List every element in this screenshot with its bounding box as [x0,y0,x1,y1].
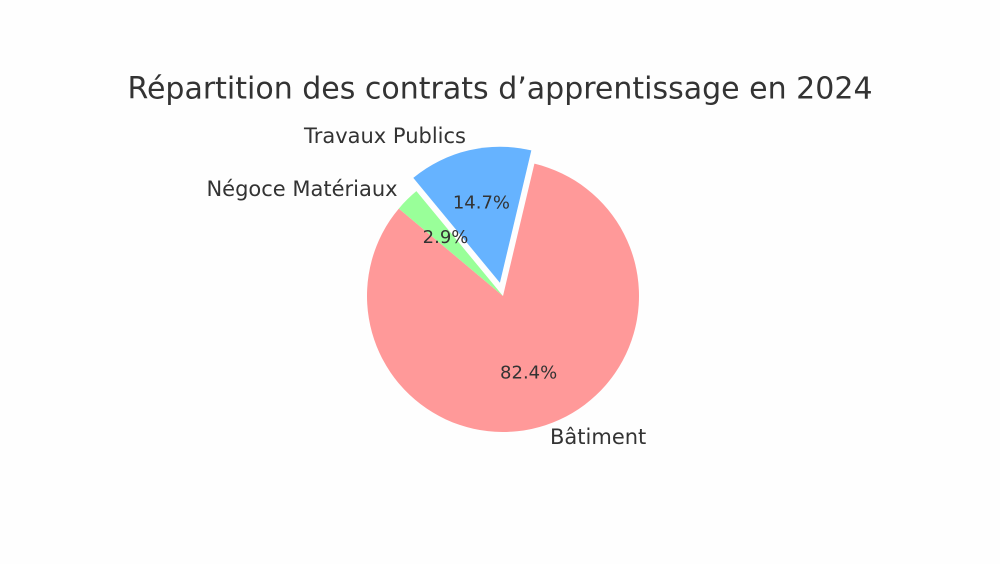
slice-label: Travaux Publics [303,124,466,148]
pie-slice [398,191,503,296]
value-label: 82.4% [500,362,557,383]
value-label: 14.7% [453,192,510,213]
value-label: 2.9% [423,227,469,248]
pie-slice [413,146,532,283]
pie-slice [367,163,640,432]
chart-title: Répartition des contrats d’apprentissage… [127,72,872,107]
slice-label: Négoce Matériaux [206,177,397,201]
slice-label: Bâtiment [550,425,646,449]
